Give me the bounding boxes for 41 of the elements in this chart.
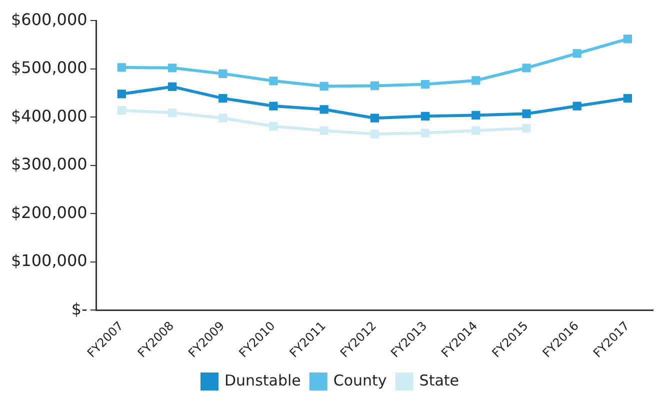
y-tick-label: $400,000 bbox=[11, 106, 88, 126]
point bbox=[218, 94, 228, 103]
y-tick-label: $100,000 bbox=[11, 251, 88, 270]
point bbox=[117, 90, 126, 98]
legend-label: State bbox=[419, 371, 460, 390]
point bbox=[420, 80, 430, 89]
y-tick-label: $500,000 bbox=[11, 58, 88, 78]
legend-label: Dunstable bbox=[224, 371, 301, 390]
point bbox=[472, 126, 480, 135]
point bbox=[370, 130, 379, 138]
point bbox=[572, 102, 582, 110]
point bbox=[370, 114, 379, 122]
point bbox=[522, 64, 531, 72]
point bbox=[168, 64, 177, 72]
point bbox=[269, 76, 278, 86]
point bbox=[522, 124, 531, 133]
point bbox=[623, 34, 632, 44]
point bbox=[472, 110, 480, 120]
point bbox=[370, 81, 379, 90]
point bbox=[218, 114, 228, 122]
point bbox=[117, 63, 126, 72]
y-tick-label: $300,000 bbox=[11, 154, 88, 174]
point bbox=[472, 76, 480, 85]
point bbox=[168, 108, 177, 118]
point bbox=[420, 112, 430, 120]
legend-label: County bbox=[333, 371, 387, 390]
y-tick-label: $200,000 bbox=[11, 202, 88, 222]
point bbox=[320, 82, 328, 91]
point bbox=[269, 122, 278, 131]
point bbox=[168, 82, 177, 92]
point bbox=[623, 94, 632, 103]
point bbox=[320, 126, 328, 135]
point bbox=[420, 128, 430, 138]
y-tick-label: $600,000 bbox=[11, 10, 88, 29]
point bbox=[269, 102, 278, 110]
point bbox=[117, 106, 126, 115]
y-tick-label: $- bbox=[71, 299, 88, 318]
point bbox=[572, 49, 582, 58]
point bbox=[218, 69, 228, 78]
point bbox=[320, 105, 328, 114]
point bbox=[522, 109, 531, 118]
